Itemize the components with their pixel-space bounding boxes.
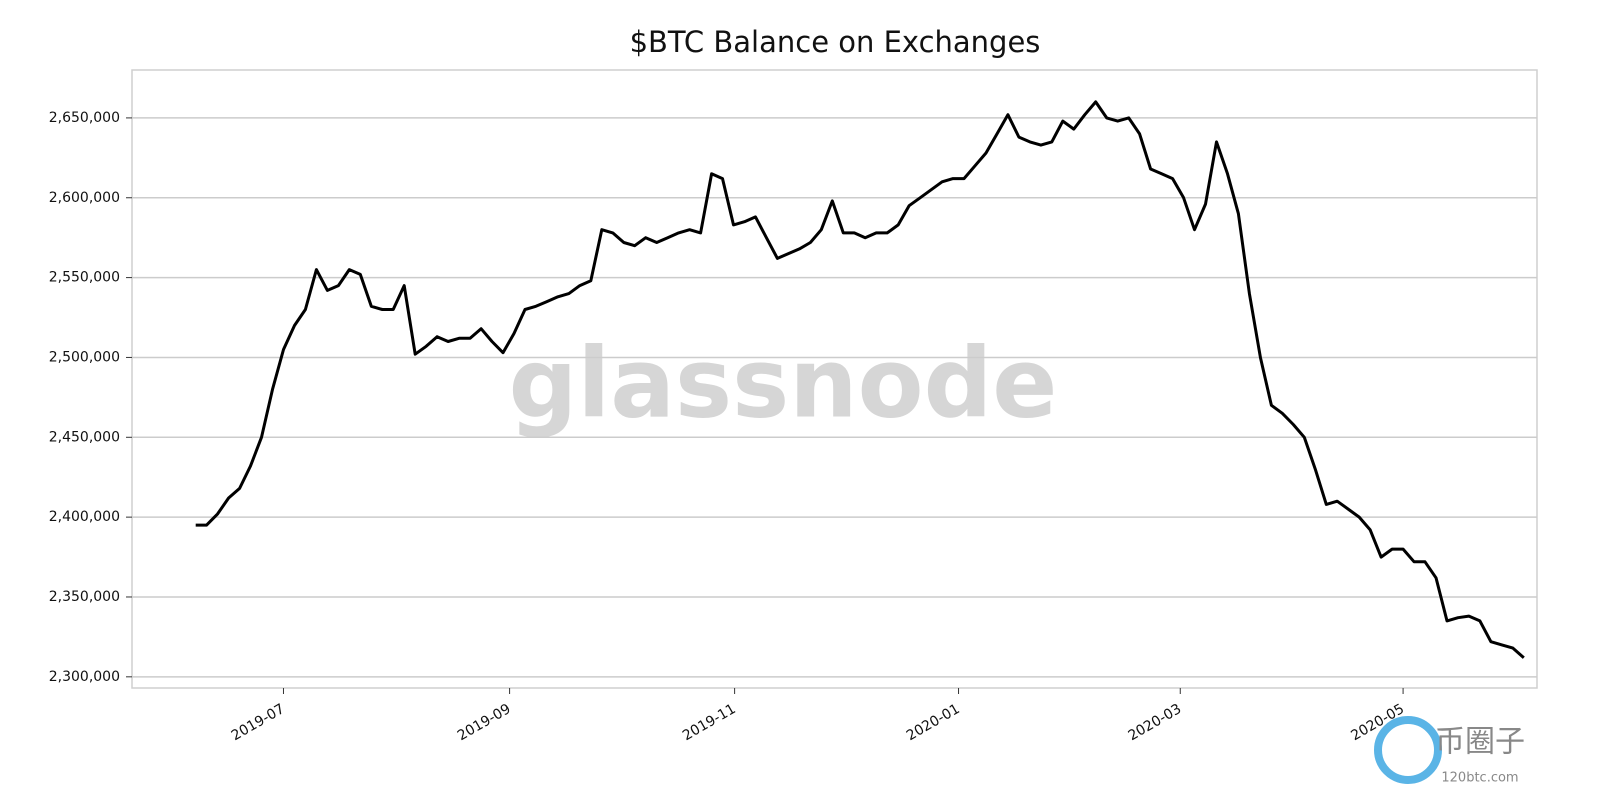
y-tick-label: 2,300,000 (49, 669, 120, 685)
chart-title: $BTC Balance on Exchanges (630, 25, 1041, 59)
logo-ring (1374, 716, 1442, 784)
corner-logo: 币圈子 120btc.com (1374, 716, 1525, 786)
y-tick-label: 2,500,000 (49, 349, 120, 365)
y-tick-label: 2,650,000 (49, 110, 120, 126)
x-tick-label: 2019-09 (455, 701, 514, 744)
logo-site: 120btc.com (1441, 771, 1518, 786)
x-tick-label: 2020-01 (904, 701, 963, 744)
y-tick-label: 2,400,000 (49, 509, 120, 525)
x-tick-label: 2019-07 (229, 701, 288, 744)
y-tick-label: 2,550,000 (49, 270, 120, 286)
x-tick-label: 2019-11 (680, 701, 739, 744)
watermark: glassnode (509, 327, 1058, 439)
x-tick-label: 2020-03 (1126, 701, 1185, 744)
y-tick-label: 2,350,000 (49, 589, 120, 605)
y-tick-label: 2,450,000 (49, 429, 120, 445)
y-tick-label: 2,600,000 (49, 190, 120, 206)
logo-name: 币圈子 (1435, 725, 1525, 760)
plot-frame (131, 69, 1538, 689)
line-series (195, 100, 1525, 659)
